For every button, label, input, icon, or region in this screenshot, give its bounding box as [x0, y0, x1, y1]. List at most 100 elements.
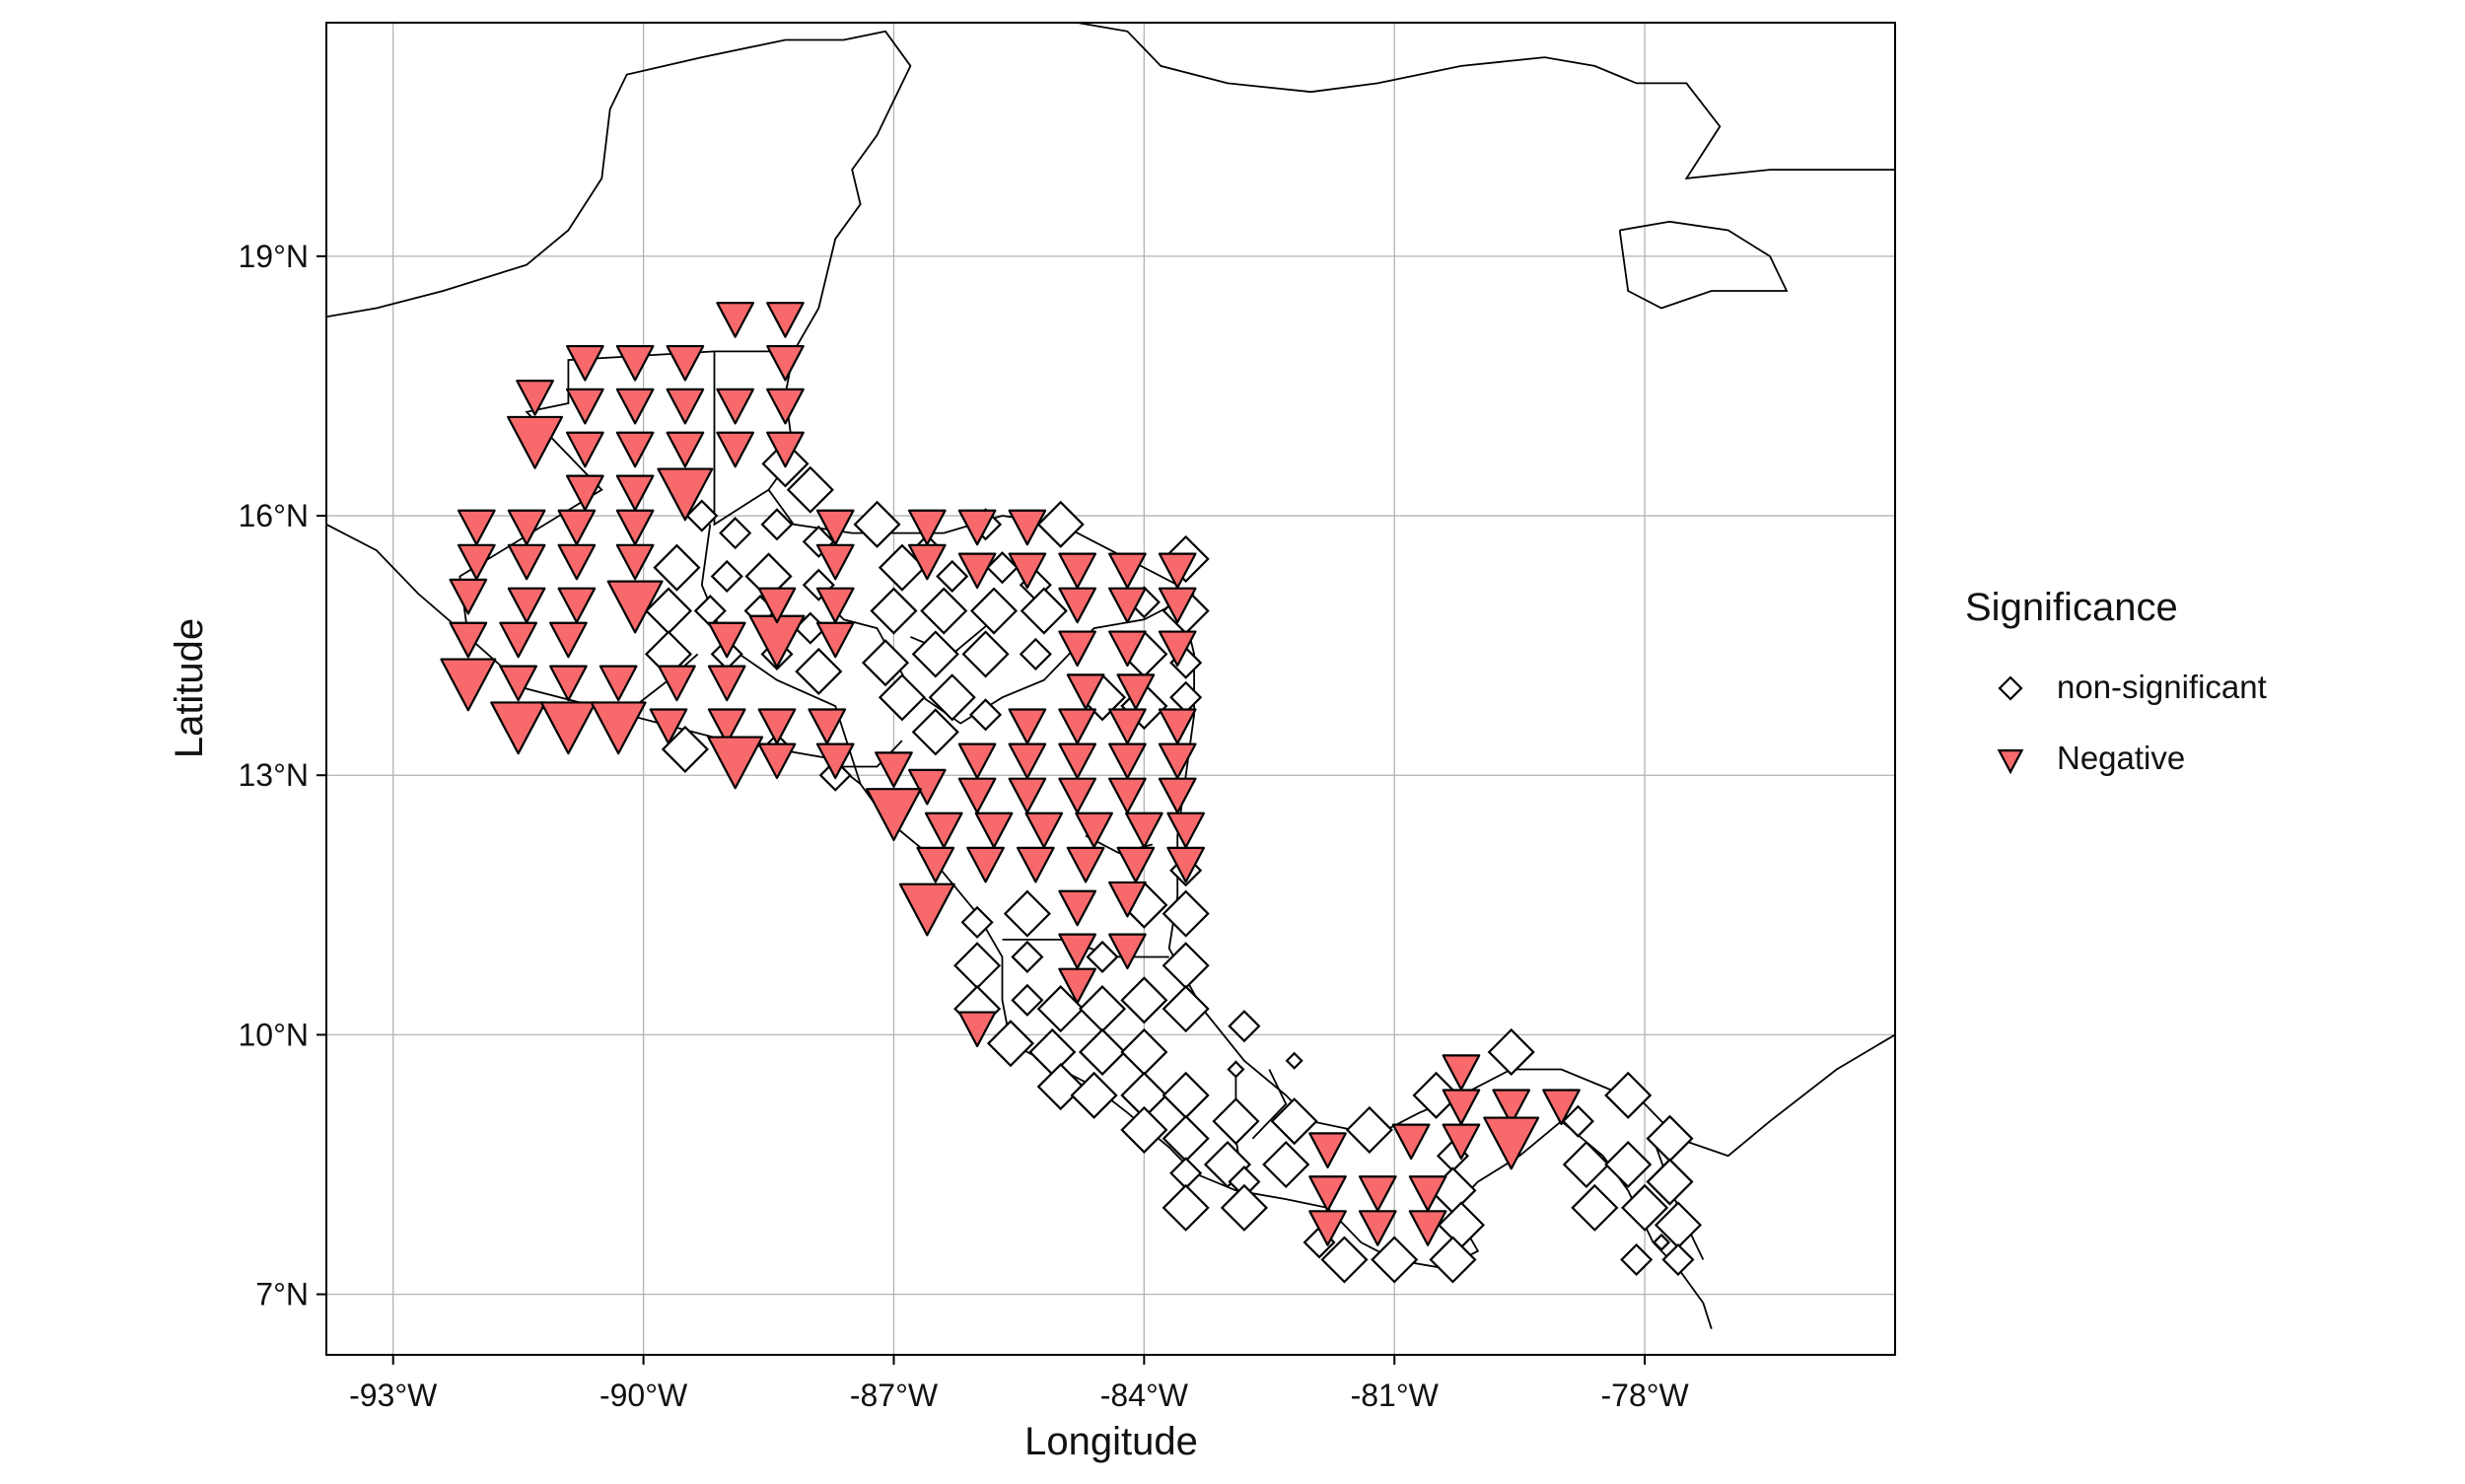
point-negative — [815, 742, 855, 780]
point-negative — [507, 543, 546, 581]
y-axis-title: Latitude — [168, 618, 211, 758]
x-tick-label: -84°W — [1100, 1378, 1189, 1413]
point-negative — [1108, 552, 1147, 590]
legend: Significance non-significant Negative — [1965, 586, 2267, 776]
point-negative — [766, 431, 805, 468]
point-negative — [457, 509, 496, 546]
data-points — [440, 302, 1703, 1284]
point-negative — [1408, 1175, 1447, 1212]
point-non-significant — [1620, 1242, 1654, 1277]
legend-keys — [1997, 675, 2024, 775]
point-non-significant — [1228, 1010, 1261, 1043]
point-non-significant — [1345, 1105, 1393, 1154]
x-tick-label: -90°W — [599, 1378, 688, 1413]
point-negative — [449, 621, 488, 659]
point-non-significant — [1019, 637, 1052, 671]
point-non-significant — [1203, 1140, 1252, 1189]
point-non-significant — [1212, 1097, 1260, 1146]
point-negative — [924, 812, 963, 849]
point-negative — [957, 742, 997, 780]
point-non-significant — [1562, 1140, 1610, 1189]
point-negative — [766, 388, 805, 425]
x-tick-label: -81°W — [1351, 1378, 1440, 1413]
point-non-significant — [1646, 1158, 1694, 1206]
point-negative — [557, 543, 597, 581]
point-non-significant — [719, 517, 752, 550]
point-negative — [449, 578, 488, 615]
coastline — [835, 740, 903, 768]
point-non-significant — [1561, 1104, 1594, 1138]
legend-label-non-significant: non-significant — [2057, 669, 2267, 705]
point-negative — [1158, 742, 1197, 780]
point-negative — [1066, 846, 1105, 883]
legend-key-triangle-icon — [1997, 748, 2024, 775]
point-non-significant — [653, 543, 701, 592]
x-tick-label: -93°W — [349, 1378, 438, 1413]
point-negative — [1024, 812, 1064, 849]
point-negative — [599, 665, 638, 702]
point-negative — [1058, 777, 1097, 814]
point-negative — [707, 665, 746, 702]
point-negative — [1483, 1116, 1540, 1170]
point-negative — [766, 344, 805, 382]
point-non-significant — [960, 905, 994, 939]
point-negative — [1116, 846, 1156, 883]
point-negative — [1058, 742, 1097, 780]
point-negative — [507, 509, 546, 546]
coastline — [458, 350, 715, 638]
point-non-significant — [1220, 1183, 1268, 1232]
point-non-significant — [1036, 1062, 1085, 1111]
point-negative — [490, 701, 547, 755]
point-negative — [557, 587, 597, 624]
point-non-significant — [1036, 500, 1085, 548]
coastline — [1618, 220, 1789, 310]
point-negative — [815, 587, 855, 624]
point-non-significant — [1571, 1183, 1619, 1232]
point-negative — [507, 415, 564, 469]
point-negative — [757, 587, 797, 624]
point-negative — [565, 388, 604, 425]
point-negative — [865, 788, 922, 841]
point-negative — [957, 1011, 997, 1048]
point-negative — [666, 388, 705, 425]
point-negative — [1108, 708, 1147, 745]
point-negative — [499, 621, 538, 659]
point-negative — [1116, 673, 1156, 710]
point-negative — [615, 431, 655, 468]
point-negative — [615, 543, 655, 581]
point-negative — [1058, 587, 1097, 624]
coastline — [713, 350, 794, 527]
point-non-significant — [861, 639, 910, 687]
point-negative — [966, 846, 1005, 883]
y-tick-label: 16°N — [239, 498, 310, 533]
point-non-significant — [1262, 1140, 1310, 1189]
point-negative — [907, 509, 947, 546]
point-non-significant — [911, 630, 959, 678]
point-negative — [615, 388, 655, 425]
point-negative — [590, 701, 647, 755]
point-negative — [1108, 630, 1147, 668]
point-non-significant — [920, 587, 968, 635]
point-negative — [1166, 846, 1206, 883]
point-negative — [1442, 1054, 1481, 1091]
x-axis-title: Longitude — [1024, 1420, 1198, 1463]
point-negative — [1158, 777, 1197, 814]
point-negative — [1058, 933, 1097, 970]
point-negative — [549, 665, 588, 702]
point-negative — [875, 751, 913, 788]
point-negative — [615, 509, 655, 546]
point-negative — [1442, 1089, 1481, 1126]
point-negative — [898, 883, 955, 937]
point-negative — [1108, 933, 1147, 970]
point-negative — [565, 474, 604, 512]
point-non-significant — [928, 673, 976, 722]
point-negative — [658, 665, 696, 702]
point-non-significant — [795, 647, 843, 696]
point-negative — [815, 509, 855, 546]
point-negative — [1442, 1123, 1481, 1161]
point-negative — [1158, 630, 1197, 668]
point-non-significant — [878, 673, 926, 722]
point-negative — [1016, 846, 1055, 883]
point-negative — [716, 388, 755, 425]
